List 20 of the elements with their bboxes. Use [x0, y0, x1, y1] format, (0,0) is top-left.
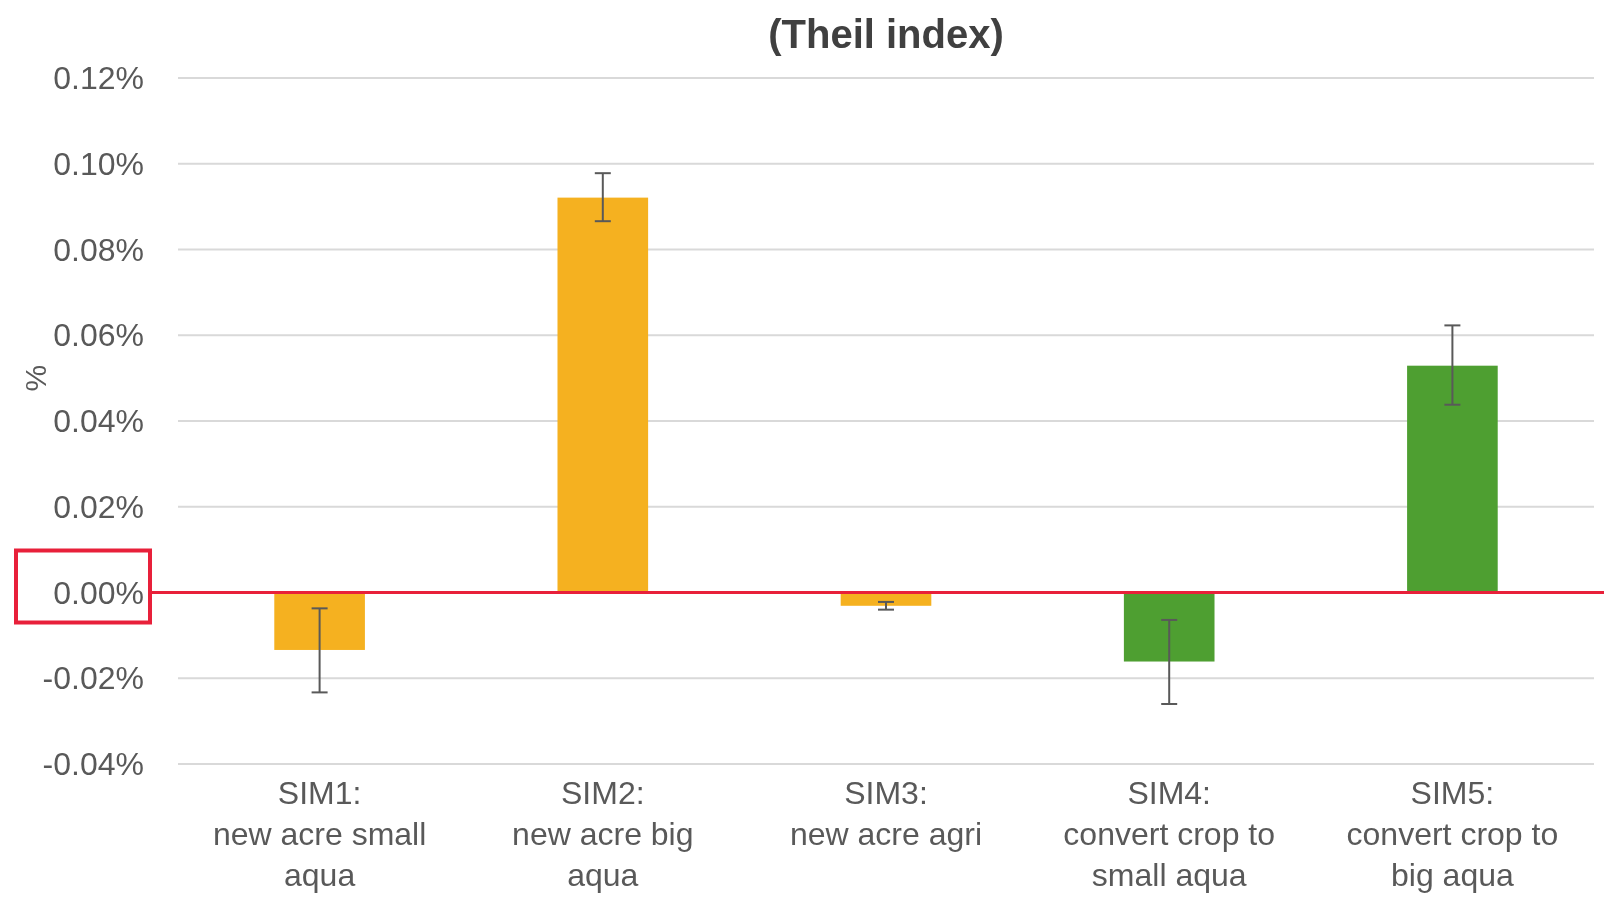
y-tick-label: -0.02% — [42, 660, 144, 697]
y-tick-label: 0.08% — [53, 231, 144, 268]
y-tick-label: -0.04% — [42, 746, 144, 783]
y-tick-label: 0.00% — [53, 574, 144, 611]
bar — [557, 197, 649, 593]
x-tick-label: SIM4: convert crop to small aqua — [1063, 775, 1276, 893]
bar — [1407, 365, 1498, 593]
y-tick-label: 0.10% — [53, 145, 144, 182]
y-tick-label: 0.02% — [53, 488, 144, 525]
bar — [1123, 592, 1215, 662]
y-tick-label: 0.06% — [53, 317, 144, 354]
chart-title: (Theil index) — [768, 12, 1004, 56]
y-tick-label: 0.04% — [53, 403, 144, 440]
x-tick-label: SIM5: convert crop to big aqua — [1346, 775, 1559, 893]
x-tick-label: SIM1: new acre small aqua — [212, 775, 427, 893]
y-tick-label: 0.12% — [53, 60, 144, 97]
x-tick-label: SIM2: new acre big aqua — [512, 775, 694, 893]
y-axis-title: % — [19, 364, 52, 392]
bar — [274, 592, 365, 650]
x-tick-label: SIM3: new acre agri — [789, 775, 983, 852]
